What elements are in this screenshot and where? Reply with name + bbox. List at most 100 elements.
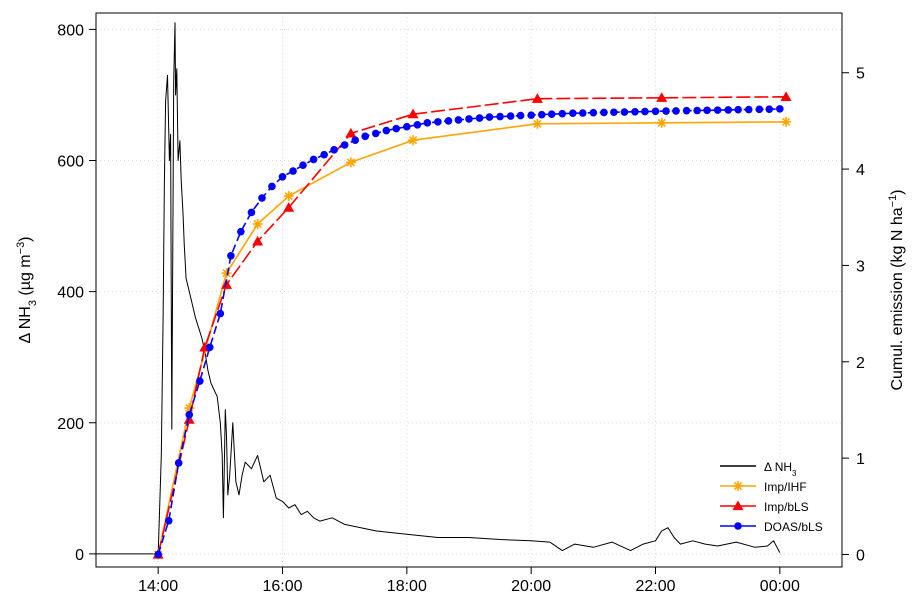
legend: Δ NH3 Imp/IHF Imp/bLS DOAS/bLS — [720, 460, 823, 534]
series-delta-nh3 — [96, 22, 781, 555]
marker-circle — [703, 106, 711, 115]
marker-triangle — [345, 127, 357, 138]
y-left-tick-label: 800 — [57, 22, 84, 39]
marker-circle — [776, 105, 784, 113]
series-line — [157, 108, 780, 555]
marker-circle — [185, 410, 194, 419]
y-right-tick-label: 5 — [856, 66, 865, 83]
marker-circle — [340, 141, 349, 149]
marker-circle — [392, 124, 401, 133]
y-right-tick-label: 3 — [856, 258, 865, 275]
marker-triangle — [221, 279, 233, 289]
marker-circle — [589, 108, 598, 117]
marker-triangle — [780, 91, 792, 101]
marker-circle — [361, 132, 369, 141]
x-tick-label: 14:00 — [138, 578, 178, 595]
marker-asterisk — [532, 118, 543, 129]
marker-circle — [475, 114, 484, 122]
marker-asterisk — [345, 157, 356, 168]
marker-circle — [413, 120, 422, 129]
series-imp-ihf — [153, 116, 792, 560]
marker-circle — [620, 108, 629, 116]
marker-circle — [734, 522, 742, 530]
marker-circle — [299, 161, 307, 170]
marker-circle — [713, 106, 722, 114]
y-right-tick-label: 0 — [856, 547, 865, 564]
marker-circle — [537, 110, 546, 119]
marker-circle — [724, 106, 733, 114]
legend-label: Imp/bLS — [764, 500, 809, 514]
marker-circle — [651, 107, 660, 116]
marker-circle — [693, 106, 701, 115]
marker-circle — [382, 126, 391, 135]
marker-circle — [662, 107, 670, 115]
marker-circle — [289, 167, 297, 175]
marker-asterisk — [781, 116, 792, 127]
marker-circle — [444, 117, 453, 125]
marker-triangle — [407, 108, 419, 119]
marker-circle — [578, 109, 587, 117]
y-left-tick-label: 400 — [57, 285, 84, 302]
marker-triangle — [656, 92, 668, 102]
legend-item: Imp/IHF — [720, 480, 807, 494]
x-axis: 14:00 16:00 18:00 20:00 22:00 00:00 — [138, 567, 800, 595]
marker-circle — [196, 377, 204, 385]
y-left-tick-label: 600 — [57, 154, 84, 171]
marker-circle — [237, 227, 245, 236]
y-axis-right: 0 1 2 3 4 5 — [842, 66, 865, 564]
marker-circle — [569, 109, 577, 118]
marker-triangle — [183, 414, 195, 424]
series-imp-bls — [152, 91, 792, 559]
marker-circle — [164, 516, 173, 525]
marker-circle — [558, 109, 567, 118]
marker-circle — [454, 116, 463, 124]
marker-circle — [423, 119, 432, 127]
marker-circle — [516, 111, 525, 120]
y-left-tick-label: 200 — [57, 416, 84, 433]
y-axis-left-label: Δ NH3 (µg m−3) — [15, 236, 39, 343]
marker-asterisk — [283, 191, 294, 202]
marker-circle — [268, 182, 276, 191]
legend-label: Δ NH3 — [764, 460, 797, 478]
marker-circle — [641, 107, 649, 116]
legend-item: DOAS/bLS — [720, 520, 823, 534]
marker-circle — [547, 110, 556, 118]
marker-circle — [600, 108, 608, 117]
x-tick-label: 16:00 — [262, 578, 302, 595]
marker-circle — [744, 105, 753, 114]
marker-circle — [371, 129, 380, 138]
marker-triangle — [531, 93, 543, 103]
series-line — [157, 121, 787, 555]
marker-circle — [765, 105, 774, 113]
y-right-tick-label: 1 — [856, 451, 865, 468]
legend-label: Imp/IHF — [764, 480, 807, 494]
marker-asterisk — [733, 481, 743, 491]
marker-asterisk — [252, 219, 263, 230]
marker-circle — [154, 550, 162, 559]
y-left-tick-label: 0 — [75, 547, 84, 564]
marker-triangle — [252, 235, 264, 246]
y-axis-left: 0 200 400 600 800 — [57, 22, 96, 564]
marker-circle — [205, 343, 214, 352]
marker-circle — [672, 107, 680, 115]
marker-circle — [320, 150, 328, 159]
marker-circle — [216, 309, 225, 318]
plot-frame — [95, 12, 843, 568]
marker-circle — [330, 146, 338, 154]
series-line — [157, 96, 787, 555]
y-right-tick-label: 4 — [856, 162, 865, 179]
marker-circle — [682, 106, 691, 115]
marker-asterisk — [221, 268, 232, 279]
marker-circle — [496, 112, 504, 121]
marker-circle — [755, 105, 764, 114]
marker-circle — [465, 115, 473, 123]
legend-item: Δ NH3 — [720, 460, 797, 478]
marker-circle — [351, 136, 360, 144]
marker-triangle — [732, 500, 744, 511]
marker-circle — [434, 118, 442, 126]
marker-circle — [258, 194, 266, 202]
grid — [96, 13, 842, 567]
marker-circle — [247, 208, 256, 217]
series-doas-bls — [154, 105, 784, 559]
